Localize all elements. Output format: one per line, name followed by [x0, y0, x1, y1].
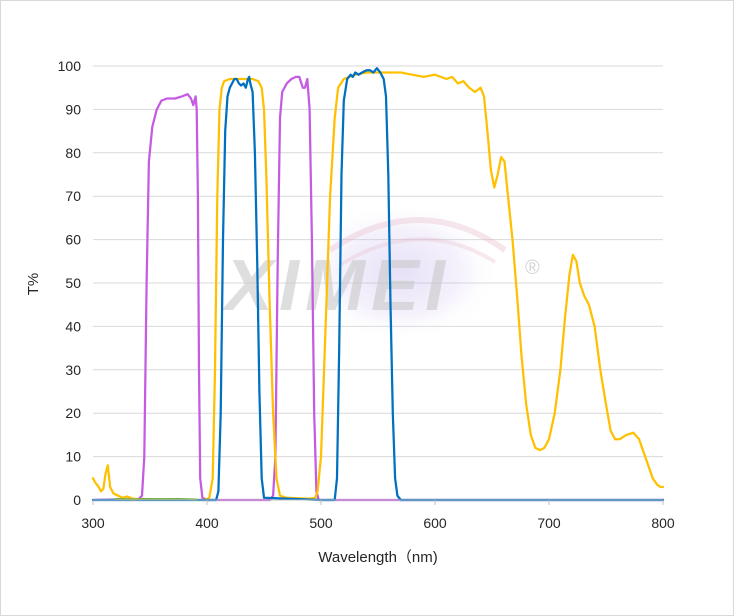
y-tick-label-80: 80: [65, 145, 81, 161]
y-tick-label-0: 0: [73, 492, 81, 508]
gridlines: [93, 65, 663, 458]
series-line-1: [91, 75, 665, 502]
y-tick-label-20: 20: [65, 405, 81, 421]
y-tick-label-60: 60: [65, 232, 81, 248]
x-axis-title: Wavelength（nm): [318, 549, 438, 566]
y-tick-label-90: 90: [65, 101, 81, 117]
watermark-arc-2: [338, 237, 497, 267]
watermark-swoosh: [300, 202, 500, 342]
y-tick-label-10: 10: [65, 449, 81, 465]
watermark-arc-1: [328, 217, 507, 253]
x-tick-label-700: 700: [537, 515, 561, 531]
series-line-2: [91, 71, 665, 502]
x-tick-label-300: 300: [81, 515, 105, 531]
y-tick-label-40: 40: [65, 318, 81, 334]
x-tick-label-500: 500: [309, 515, 333, 531]
y-tick-label-100: 100: [58, 58, 82, 74]
x-tick-label-600: 600: [423, 515, 447, 531]
axes: 0 10 20 30 40 50 60 70 80 90 100 300 400 500 600 700 800: [58, 58, 675, 531]
y-tick-label-50: 50: [65, 275, 81, 291]
x-tick-label-400: 400: [195, 515, 219, 531]
y-tick-label-30: 30: [65, 362, 81, 378]
watermark-registered-mark: ®: [525, 257, 540, 279]
y-tick-label-70: 70: [65, 188, 81, 204]
watermark-text: XIMEI: [221, 246, 451, 326]
ximei-watermark: XIMEI ®: [221, 202, 540, 342]
x-tick-label-800: 800: [651, 515, 675, 531]
y-axis-title: T%: [25, 273, 42, 296]
